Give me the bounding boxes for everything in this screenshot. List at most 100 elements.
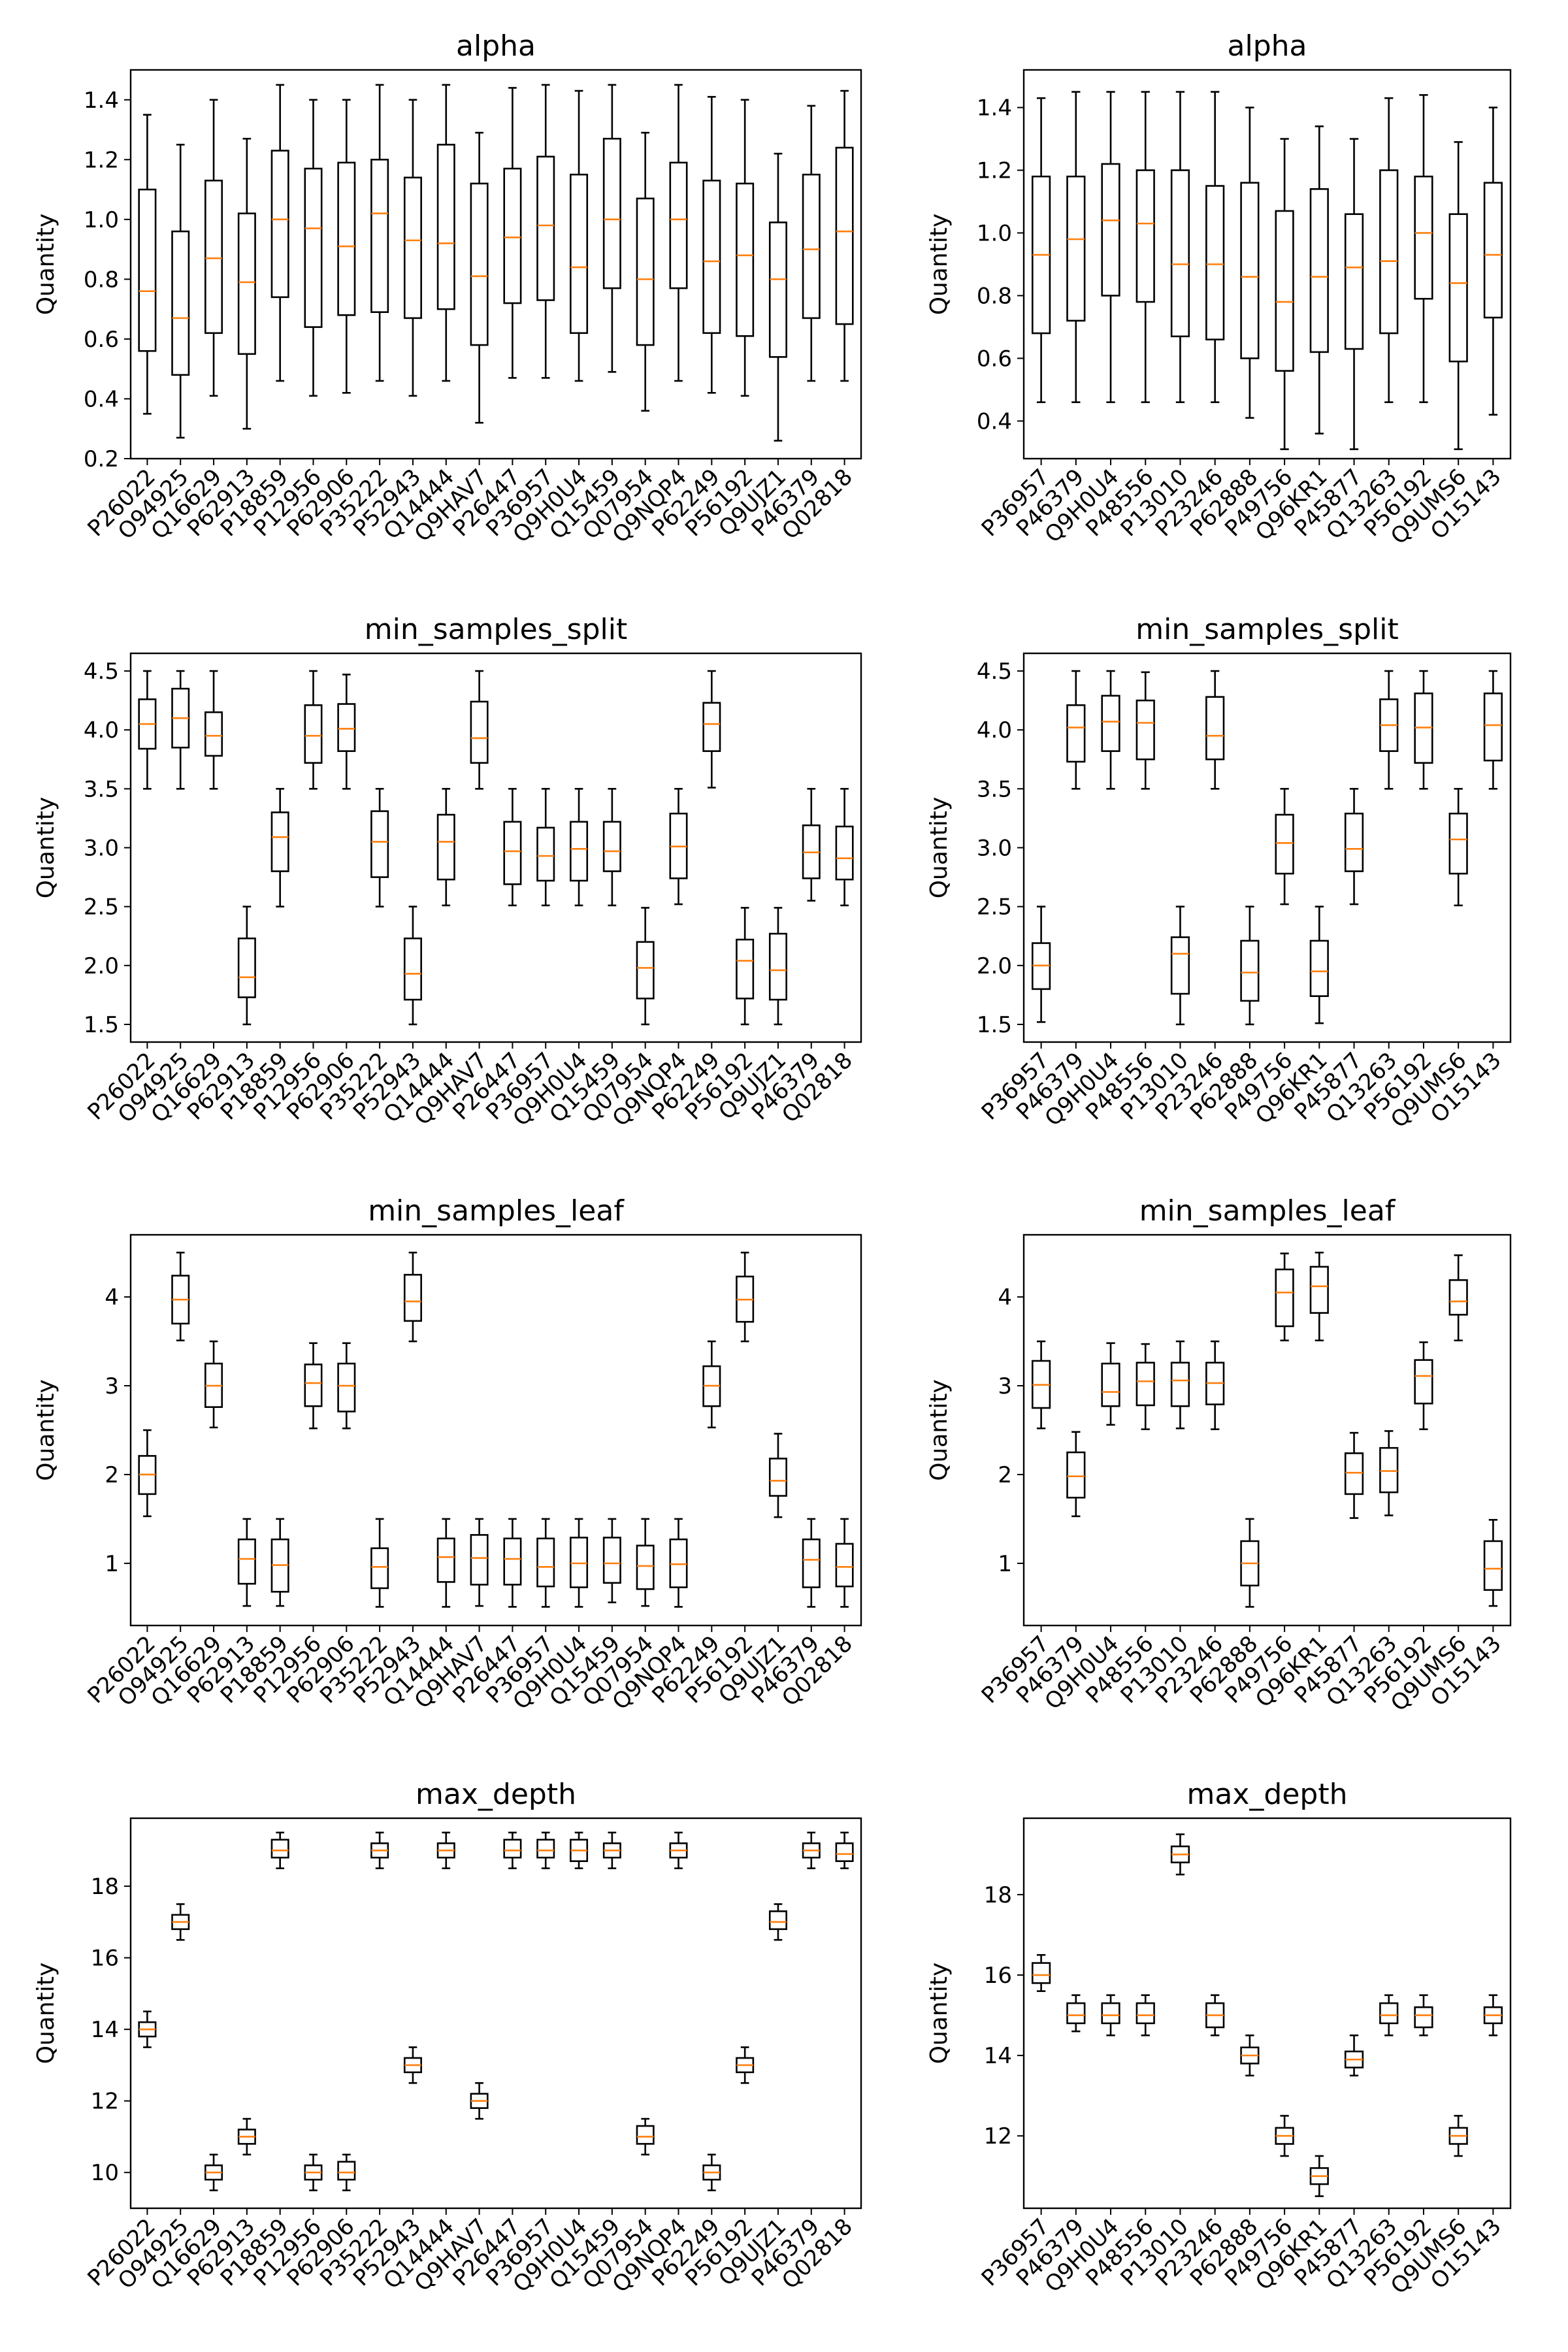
iqr-box [1275, 1268, 1294, 1328]
chart-8-box-P23246 [1205, 1994, 1225, 2036]
chart-6-box-Q9H0U4 [1101, 1342, 1120, 1426]
chart-1-ytick-label: 1.4 [84, 88, 119, 114]
chart-4-title: min_samples_split [1135, 613, 1398, 646]
iqr-box [636, 197, 655, 346]
chart-4-ytick-label: 1.5 [977, 1012, 1012, 1038]
chart-1-ytick-label: 1.2 [84, 147, 119, 173]
chart-7-ytick-label: 16 [91, 1946, 119, 1972]
iqr-box [403, 938, 422, 1001]
chart-2-box-P13010 [1170, 91, 1190, 403]
chart-6-axes-frame [1022, 1233, 1512, 1627]
iqr-box [602, 1537, 621, 1584]
chart-5-box-P62913 [237, 1518, 256, 1607]
chart-7-box-Q9HAV7 [470, 2082, 489, 2120]
iqr-box [1309, 188, 1329, 353]
chart-6-ytick-label: 2 [998, 1462, 1012, 1488]
chart-5-box-P35222 [370, 1518, 389, 1608]
chart-4-box-P49756 [1275, 788, 1294, 906]
chart-1-ytick-label: 0.8 [84, 267, 119, 293]
chart-3-ytick-label: 3.5 [84, 776, 119, 802]
chart-5-axes-frame [129, 1233, 862, 1627]
chart-4-box-Q9UMS6 [1448, 788, 1468, 907]
chart-1-box-Q07954 [636, 131, 655, 412]
chart-4-box-P36957 [1032, 906, 1051, 1023]
chart-4-box-Q13263 [1379, 670, 1399, 790]
iqr-box [1379, 2002, 1399, 2025]
chart-7-box-P26447 [503, 1831, 522, 1869]
chart-4-box-Q9H0U4 [1101, 670, 1120, 790]
iqr-box [1032, 1962, 1051, 1984]
chart-5-box-Q9H0U4 [570, 1518, 589, 1608]
iqr-box [702, 702, 721, 752]
chart-3-box-Q15459 [602, 788, 621, 907]
chart-2-ytick-label: 1.2 [977, 158, 1012, 184]
chart-7-box-P26022 [138, 2010, 157, 2048]
chart-7-box-Q9NQP4 [669, 1831, 688, 1869]
chart-8-ytick-label: 16 [984, 1963, 1012, 1989]
iqr-box [470, 182, 489, 346]
iqr-box [503, 1838, 522, 1859]
chart-1-box-Q16629 [204, 99, 223, 397]
chart-7-box-P36957 [536, 1831, 555, 1869]
iqr-box [536, 826, 555, 882]
iqr-box [1448, 1279, 1468, 1316]
chart-2: alphaQuantity0.40.60.81.01.21.4P36957P46… [926, 29, 1512, 549]
iqr-box [237, 938, 256, 998]
iqr-box [570, 173, 589, 335]
chart-3-box-Q9H0U4 [570, 788, 589, 907]
chart-2-box-P23246 [1205, 91, 1225, 403]
iqr-box [171, 230, 190, 376]
iqr-box [1448, 213, 1468, 363]
iqr-box [370, 1547, 389, 1590]
iqr-box [1414, 2006, 1433, 2029]
chart-8-box-P49756 [1275, 2115, 1294, 2157]
iqr-box [1101, 163, 1120, 297]
chart-8-ylabel: Quantity [926, 1963, 953, 2065]
chart-2-box-P36957 [1032, 97, 1051, 403]
chart-7: max_depthQuantity1012141618P26022O94925Q… [33, 1778, 862, 2298]
iqr-box [503, 821, 522, 885]
chart-5-ylabel: Quantity [33, 1379, 59, 1481]
iqr-box [570, 1537, 589, 1588]
iqr-box [1135, 169, 1155, 303]
iqr-box [768, 932, 787, 1001]
chart-4-ytick-label: 2.5 [977, 894, 1012, 921]
iqr-box [1101, 2002, 1120, 2025]
iqr-box [736, 938, 755, 1000]
chart-6-box-Q96KR1 [1309, 1251, 1329, 1342]
chart-5-box-P56192 [736, 1251, 755, 1343]
chart-4-box-P62888 [1240, 906, 1260, 1026]
chart-1-box-Q9UJZ1 [768, 152, 787, 442]
chart-7-box-Q9H0U4 [570, 1831, 589, 1869]
chart-5-box-P62249 [702, 1340, 721, 1429]
chart-2-title: alpha [1228, 29, 1307, 63]
iqr-box [1066, 704, 1086, 763]
chart-6-ylabel: Quantity [926, 1379, 953, 1481]
iqr-box [1379, 1446, 1399, 1494]
chart-6-title: min_samples_leaf [1139, 1194, 1396, 1228]
chart-5-box-Q14444 [436, 1518, 455, 1608]
chart-6-box-P56192 [1414, 1341, 1433, 1430]
chart-4-ytick-label: 3.5 [977, 776, 1012, 802]
iqr-box [636, 1544, 655, 1590]
chart-3-axes-frame [129, 652, 862, 1043]
chart-1-box-Q15459 [602, 84, 621, 373]
iqr-box [835, 1842, 854, 1863]
chart-1-box-P62906 [337, 99, 356, 394]
iqr-box [1135, 2002, 1155, 2025]
chart-8-box-Q9UMS6 [1448, 2115, 1468, 2157]
chart-2-box-P46379 [1066, 91, 1086, 403]
chart-2-box-Q9H0U4 [1101, 91, 1120, 403]
chart-2-box-P56192 [1414, 94, 1433, 403]
chart-5-ytick-label: 4 [105, 1284, 119, 1311]
chart-3-box-P46379 [802, 788, 821, 902]
chart-8-box-P36957 [1032, 1953, 1051, 1992]
chart-3-ytick-label: 1.5 [84, 1012, 119, 1038]
chart-4-ytick-label: 2.0 [977, 953, 1012, 979]
iqr-box [1240, 182, 1260, 359]
chart-6-box-P46379 [1066, 1431, 1086, 1518]
chart-8-title: max_depth [1187, 1778, 1348, 1811]
chart-8-ytick-label: 12 [984, 2123, 1012, 2149]
chart-8-box-O15143 [1483, 1994, 1503, 2036]
chart-5-ytick-label: 2 [105, 1462, 119, 1488]
